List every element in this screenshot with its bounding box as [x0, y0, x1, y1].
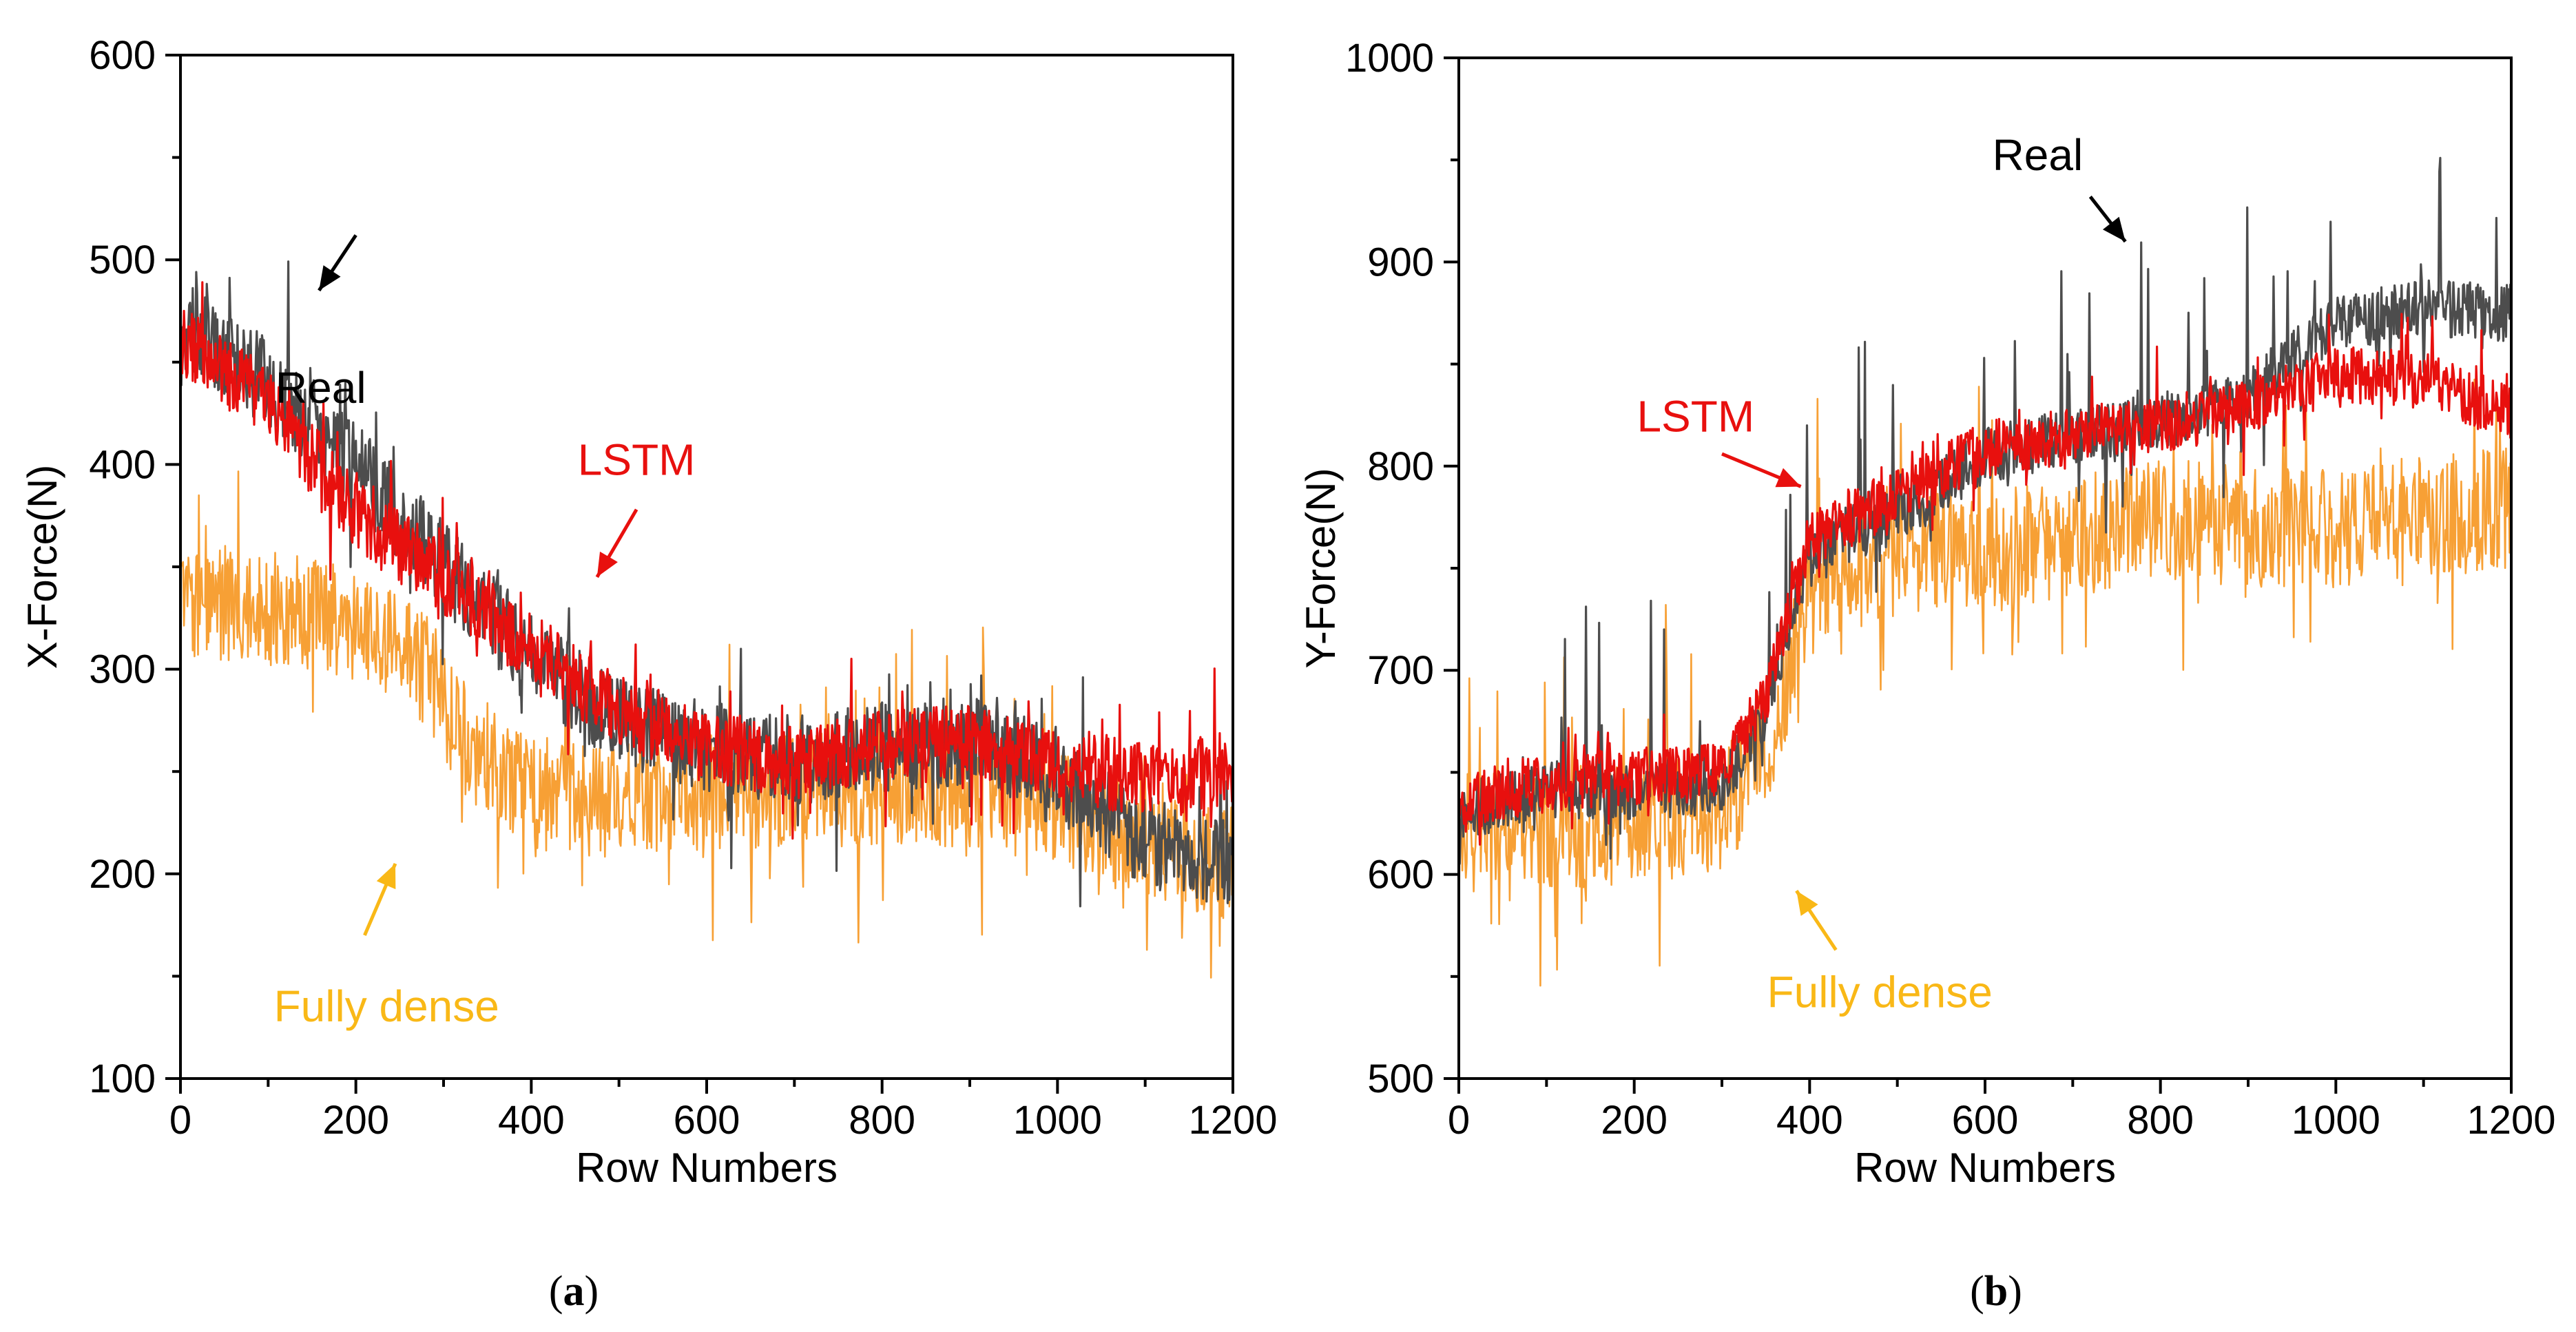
- panel-b-annotation-lstm: LSTM: [1637, 391, 1754, 441]
- panel-a-y-tick-label: 300: [89, 647, 156, 692]
- panel-b-annotation-fully-dense: Fully dense: [1767, 967, 1993, 1017]
- panel-a-series-lstm: [180, 281, 1233, 840]
- panel-a-series-group: [180, 260, 1233, 979]
- panel-a-series-fully-dense: [180, 470, 1233, 979]
- panel-a-label: (a): [549, 1268, 599, 1315]
- panel-b-y-axis-title: Y-Force(N): [1298, 468, 1344, 668]
- panel-a-y-tick-label: 100: [89, 1057, 156, 1101]
- panel-a-arrowhead-fully-dense: [376, 863, 396, 890]
- panel-b-x-tick-label: 600: [1952, 1098, 2019, 1143]
- panel-a-x-tick-label: 800: [849, 1098, 915, 1143]
- panel-a-x-tick-label: 1000: [1013, 1098, 1102, 1143]
- panel-b-label: (b): [1970, 1268, 2022, 1315]
- panel-b-x-tick-label: 400: [1776, 1098, 1843, 1143]
- panel-a-y-tick-label: 500: [89, 238, 156, 282]
- panel-b-x-tick-label: 1000: [2292, 1098, 2380, 1143]
- panel-a-y-tick-label: 400: [89, 442, 156, 487]
- panel-b-x-tick-label: 0: [1448, 1098, 1470, 1143]
- panel-a-x-tick-label: 200: [322, 1098, 389, 1143]
- panel-a-x-tick-label: 1200: [1188, 1098, 1277, 1143]
- panel-a-x-tick-label: 400: [498, 1098, 565, 1143]
- panel-b-annotation-real: Real: [1993, 130, 2084, 180]
- panel-a-y-axis-title: X-Force(N): [19, 465, 65, 669]
- panel-b-x-tick-label: 800: [2127, 1098, 2194, 1143]
- panel-b-y-force-chart: 0 200 400 600 800 1000 1200 500 600 700 800 900 1000…: [1298, 36, 2556, 1315]
- panel-b-series-group: [1459, 156, 2511, 987]
- panel-b-arrowhead-real: [2102, 216, 2126, 242]
- panel-b-y-tick-label: 1000: [1345, 36, 1434, 81]
- panel-a-annotation-fully-dense: Fully dense: [274, 981, 499, 1031]
- panel-a-arrowhead-lstm: [596, 551, 618, 577]
- panel-b-y-tick-label: 800: [1367, 444, 1434, 489]
- panel-a-arrowhead-real: [319, 265, 341, 291]
- panel-a-x-axis-title: Row Numbers: [576, 1145, 838, 1191]
- panel-b-x-axis-title: Row Numbers: [1854, 1145, 2116, 1191]
- panel-a-x-force-chart: 0 200 400 600 800 1000 1200100200300400500600R…: [19, 33, 1278, 1315]
- panel-b-y-tick-label: 600: [1367, 853, 1434, 897]
- panel-a-x-tick-label: 600: [674, 1098, 740, 1143]
- panel-a-y-tick-label: 200: [89, 852, 156, 897]
- panel-b-y-tick-label: 700: [1367, 648, 1434, 693]
- panel-b-series-real: [1459, 156, 2511, 865]
- panel-b-arrowhead-fully-dense: [1796, 891, 1818, 916]
- panel-b-series-lstm: [1459, 313, 2511, 846]
- panel-b-y-tick-label: 500: [1367, 1057, 1434, 1101]
- panel-a-annotation-lstm: LSTM: [578, 435, 696, 484]
- panel-a-annotation-real: Real: [276, 363, 366, 413]
- panel-a-y-tick-label: 600: [89, 33, 156, 78]
- panel-a-x-tick-label: 0: [169, 1098, 191, 1143]
- panel-b-y-tick-label: 900: [1367, 240, 1434, 284]
- panel-b-arrowhead-lstm: [1775, 468, 1801, 488]
- panel-b-x-tick-label: 200: [1601, 1098, 1668, 1143]
- panel-b-x-tick-label: 1200: [2466, 1098, 2555, 1143]
